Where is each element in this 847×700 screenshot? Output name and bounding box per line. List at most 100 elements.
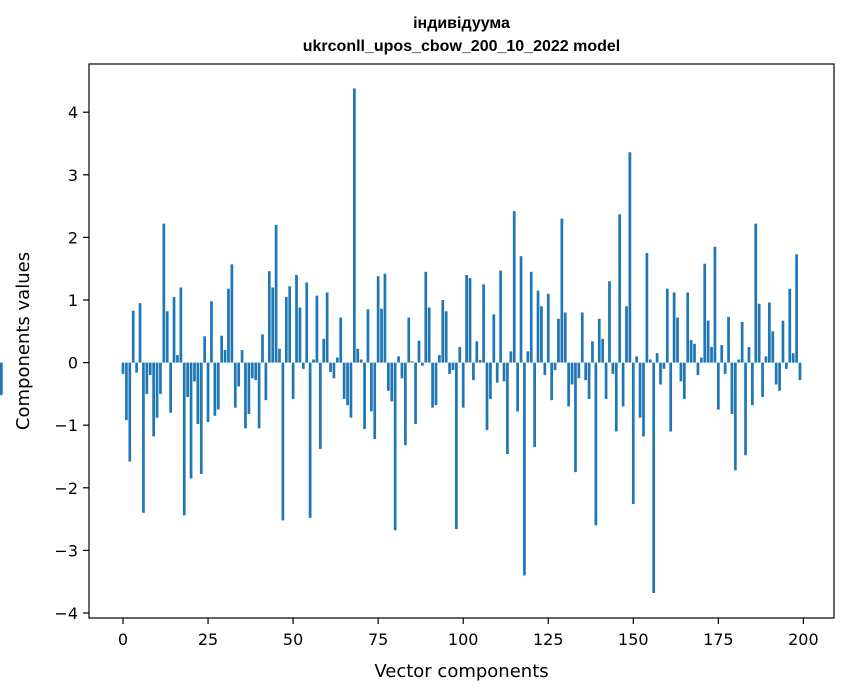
bar-115 (512, 211, 516, 363)
bar-95 (444, 311, 448, 363)
bar-165 (682, 362, 686, 399)
bar-129 (560, 218, 564, 363)
bar-77 (383, 273, 387, 363)
bar-46 (278, 348, 281, 363)
x-tick-label: 175 (703, 630, 734, 649)
bar-15 (172, 296, 176, 363)
y-tick-label: −1 (54, 416, 78, 435)
bar-19 (186, 362, 190, 398)
bar-189 (764, 356, 768, 363)
bar-182 (740, 321, 744, 363)
bar-14 (169, 362, 172, 413)
y-tick-label: −3 (54, 541, 78, 560)
bar-180 (733, 362, 737, 471)
bar-161 (669, 362, 673, 432)
x-tick-label: 75 (368, 630, 388, 649)
bar-170 (699, 357, 703, 363)
bar-99 (458, 346, 462, 363)
bar-33 (233, 362, 237, 408)
bar-31 (227, 288, 230, 363)
bar-175 (716, 362, 720, 410)
bar-190 (768, 302, 771, 363)
bar-59 (322, 338, 326, 363)
bar-57 (315, 295, 319, 363)
bar-124 (543, 362, 547, 376)
bar-8 (148, 362, 152, 376)
bar-178 (727, 316, 730, 363)
bar-143 (608, 281, 611, 363)
x-tick-label: 25 (198, 630, 218, 649)
bar-71 (363, 362, 366, 429)
bar-116 (516, 362, 519, 412)
bar-191 (771, 331, 775, 363)
y-tick-label: −4 (54, 604, 78, 623)
bar-195 (785, 362, 788, 369)
bar-22 (196, 362, 200, 424)
bar-undefined (0, 362, 3, 396)
bar-10 (155, 362, 159, 418)
bar-94 (441, 300, 445, 363)
bar-58 (318, 362, 322, 449)
bar-155 (648, 359, 652, 363)
bar-177 (723, 362, 727, 374)
bar-193 (778, 362, 781, 391)
bar-134 (577, 362, 581, 379)
bar-121 (533, 362, 536, 448)
bar-89 (424, 271, 428, 363)
bar-13 (165, 311, 169, 363)
x-tick-label: 0 (118, 630, 128, 649)
bar-162 (672, 292, 676, 363)
bar-86 (414, 362, 417, 424)
bar-154 (645, 253, 649, 363)
bar-48 (284, 296, 288, 363)
bar-103 (472, 362, 475, 381)
bar-188 (761, 362, 764, 398)
bar-53 (301, 362, 305, 369)
bar-138 (591, 341, 594, 363)
bar-150 (631, 362, 635, 505)
bar-85 (410, 361, 414, 363)
bar-110 (495, 362, 499, 383)
x-tick-label: 50 (283, 630, 303, 649)
bar-156 (652, 362, 656, 593)
bar-118 (523, 362, 526, 576)
bar-199 (798, 362, 802, 381)
bar-79 (390, 362, 394, 402)
bar-6 (142, 362, 145, 513)
bar-3 (131, 310, 135, 363)
bar-64 (339, 317, 343, 363)
bar-133 (574, 362, 577, 473)
bar-34 (237, 362, 241, 387)
bar-54 (305, 282, 309, 363)
bar-168 (693, 343, 696, 363)
x-axis-label: Vector components (374, 661, 548, 682)
bar-52 (298, 307, 302, 363)
bar-81 (397, 356, 400, 363)
bar-24 (203, 336, 207, 363)
bar-38 (250, 362, 254, 379)
bar-43 (267, 271, 271, 363)
bar-92 (434, 362, 438, 406)
bar-51 (295, 274, 298, 363)
bar-173 (710, 346, 713, 363)
bar-67 (349, 362, 353, 418)
bar-106 (482, 284, 485, 363)
y-tick-label: 2 (68, 228, 78, 247)
bar-145 (614, 362, 618, 432)
x-tick-label: 150 (618, 630, 649, 649)
bar-25 (206, 362, 210, 423)
bar-196 (788, 288, 792, 363)
bar-132 (570, 362, 574, 385)
bar-128 (557, 318, 560, 363)
bar-20 (189, 362, 193, 479)
bar-172 (706, 320, 710, 363)
y-axis-label: Components values (13, 252, 34, 430)
bar-185 (751, 362, 754, 406)
bar-192 (774, 362, 778, 385)
bar-50 (291, 362, 295, 399)
bar-65 (342, 362, 346, 399)
bar-98 (455, 362, 458, 530)
bar-4 (135, 362, 138, 373)
chart-title-line-1: індивідуума (413, 15, 510, 32)
bar-147 (621, 362, 625, 407)
